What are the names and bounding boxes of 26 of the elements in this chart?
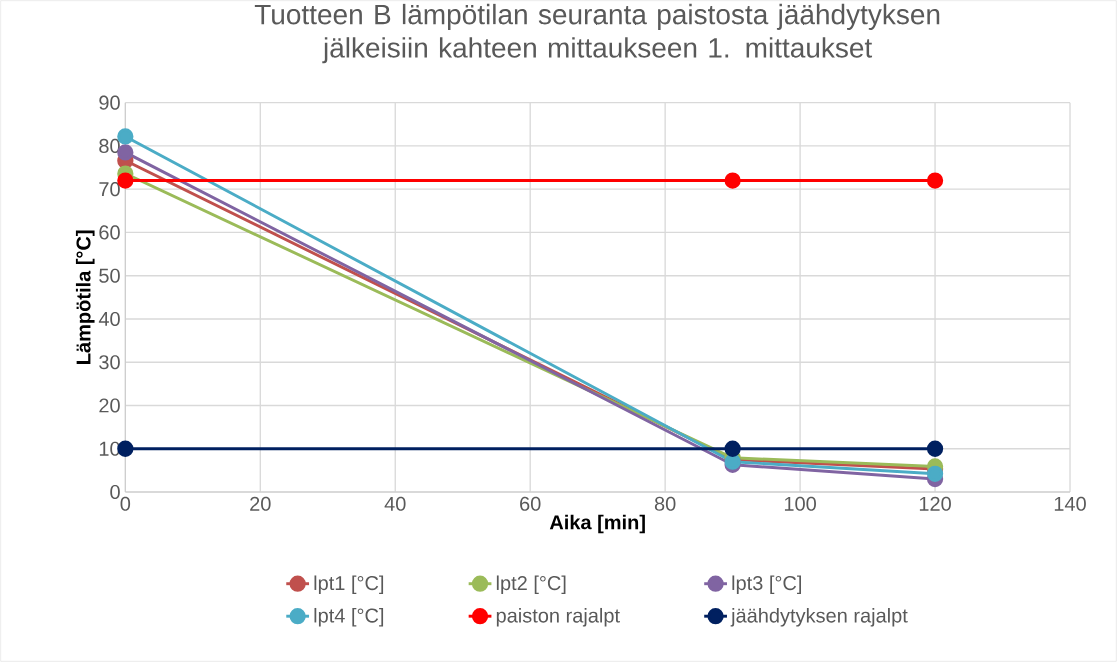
legend-label: lpt3 [°C] xyxy=(732,575,801,595)
legend-label: lpt4 [°C] xyxy=(314,607,384,627)
x-tick-label: 0 xyxy=(120,496,131,511)
chart-title: Tuotteen B lämpötilan seuranta paistosta jäähdytyksen jälkeisiin kahteen mittaukseen 1. mittaukset xyxy=(254,3,940,64)
x-tick-label: 40 xyxy=(384,496,406,511)
x-tick-label: 20 xyxy=(250,496,271,511)
y-tick-label: 70 xyxy=(99,182,120,197)
y-tick-label: 80 xyxy=(99,138,120,154)
legend-label: lpt2 [°C] xyxy=(496,575,566,595)
x-tick-label: 80 xyxy=(654,496,676,511)
y-tick-label: 0 xyxy=(110,484,120,500)
legend-label: paiston rajalpt xyxy=(496,607,620,627)
x-tick-label: 140 xyxy=(1054,496,1086,511)
legend-label: jäähdytyksen rajalpt xyxy=(730,607,908,627)
y-tick-label: 90 xyxy=(99,95,120,110)
y-tick-label: 40 xyxy=(98,311,120,327)
y-tick-label: 20 xyxy=(99,398,120,413)
x-tick-label: 100 xyxy=(784,496,816,511)
x-tick-label: 120 xyxy=(919,496,951,511)
x-axis-title: Aika [min] xyxy=(549,514,645,534)
y-tick-label: 50 xyxy=(99,268,120,283)
x-tick-label: 60 xyxy=(520,496,541,511)
y-axis-title: Lämpötila [°C] xyxy=(75,230,95,364)
y-tick-label: 30 xyxy=(99,355,120,370)
legend-label: lpt1 [°C] xyxy=(314,575,384,595)
y-tick-label: 60 xyxy=(99,225,120,240)
